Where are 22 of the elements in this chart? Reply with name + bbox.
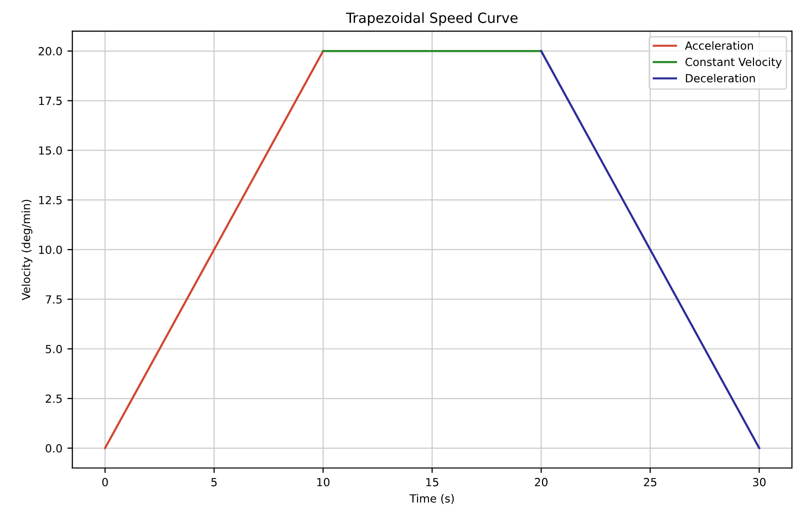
x-axis-title: Time (s)	[410, 494, 454, 504]
y-tick-label: 20.0	[38, 47, 62, 56]
legend-label: Constant Velocity	[685, 58, 782, 68]
y-tick-label: 7.5	[46, 295, 62, 304]
y-tick-label: 5.0	[46, 344, 62, 354]
x-tick-label: 5	[211, 478, 217, 486]
y-tick-label: 10.0	[39, 246, 62, 254]
x-tick-label: 25	[644, 478, 656, 486]
x-tick-label: 0	[102, 478, 108, 486]
legend-label: Deceleration	[686, 74, 755, 82]
legend-label: Acceleration	[684, 41, 753, 50]
y-tick-label: 12.5	[39, 196, 62, 204]
y-axis-title: Velocity (deg/min)	[22, 200, 32, 300]
x-tick-label: 20	[534, 478, 548, 486]
x-tick-label: 15	[426, 478, 438, 486]
chart-title: Trapezoidal Speed Curve	[346, 12, 518, 26]
y-tick-label: 2.5	[46, 394, 62, 403]
y-tick-label: 15.0	[39, 146, 62, 155]
x-tick-label: 30	[753, 478, 766, 486]
x-tick-label: 10	[317, 478, 330, 486]
y-tick-label: 17.5	[39, 96, 62, 106]
y-tick-label: 0.0	[46, 444, 62, 453]
